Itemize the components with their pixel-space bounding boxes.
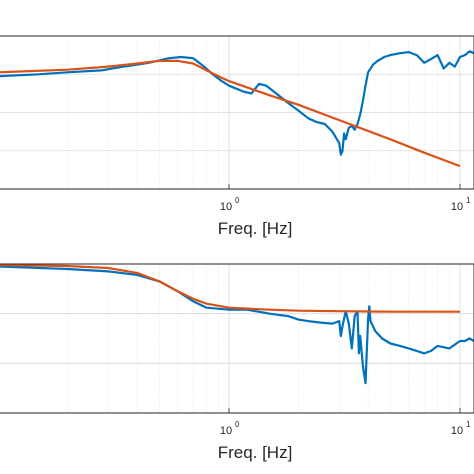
- series-line-0: [0, 50, 474, 156]
- x-axis-label: Freq. [Hz]: [218, 443, 293, 462]
- x-tick-label-exponent: 1: [466, 196, 471, 205]
- x-tick-label: 10: [451, 425, 463, 437]
- x-tick-label-exponent: 0: [235, 196, 240, 205]
- x-tick-label: 10: [220, 201, 232, 213]
- axes-frame: [0, 35, 474, 190]
- x-tick-label: 10: [451, 201, 463, 213]
- series-line-1: [0, 263, 460, 313]
- x-tick-label-exponent: 1: [466, 420, 471, 429]
- series-line-1: [0, 59, 461, 168]
- series-line-0: [0, 265, 474, 385]
- axes-frame: [0, 263, 474, 414]
- x-tick-label: 10: [220, 425, 232, 437]
- x-axis-label: Freq. [Hz]: [218, 219, 293, 238]
- x-tick-label-exponent: 0: [235, 420, 240, 429]
